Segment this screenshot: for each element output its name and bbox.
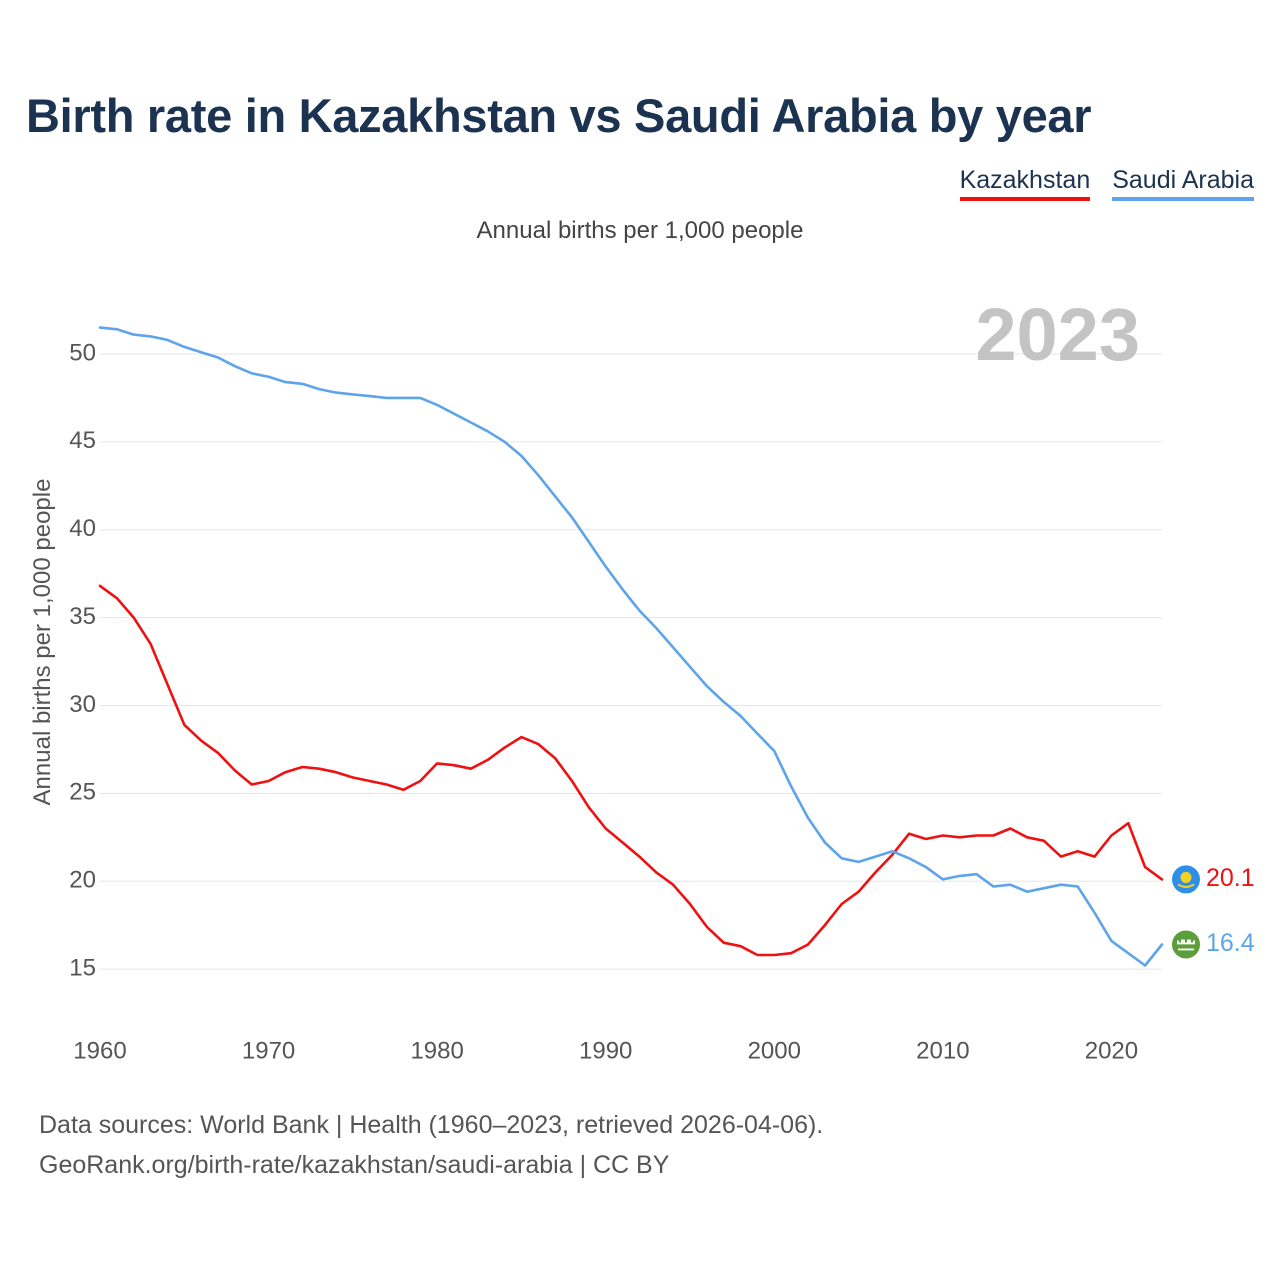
x-tick-label: 1990 [579,1037,632,1064]
y-tick-label: 45 [69,427,96,454]
saudi-arabia-end-value: 16.4 [1206,929,1255,957]
x-tick-label: 2020 [1085,1037,1138,1064]
y-axis-label: Annual births per 1,000 people [29,479,56,806]
y-tick-label: 20 [69,867,96,894]
x-tick-label: 1960 [73,1037,126,1064]
y-tick-label: 30 [69,691,96,718]
kazakhstan-flag-icon [1170,863,1202,896]
series-lines [98,326,1164,967]
y-tick-label: 25 [69,779,96,806]
legend-item-kazakhstan[interactable]: Kazakhstan [959,166,1091,201]
source-line-2[interactable]: GeoRank.org/birth-rate/kazakhstan/saudi-… [39,1151,670,1179]
y-axis-ticks: 15 20 25 30 35 40 45 50 [69,339,96,981]
saudi-arabia-flag-icon [1170,928,1202,961]
legend: Kazakhstan Saudi Arabia [959,166,1254,201]
year-watermark: 2023 [975,293,1140,376]
y-tick-label: 50 [69,339,96,366]
x-tick-label: 2010 [916,1037,969,1064]
end-markers: 20.1 16.4 [1170,863,1255,961]
data-source: Data sources: World Bank | Health (1960–… [39,1105,823,1185]
x-tick-label: 1980 [410,1037,463,1064]
saudi-arabia-line [98,326,1164,967]
y-tick-label: 40 [69,515,96,542]
y-tick-label: 35 [69,603,96,630]
grid-lines [100,353,1162,970]
x-tick-label: 2000 [748,1037,801,1064]
source-line-1: Data sources: World Bank | Health (1960–… [39,1111,824,1139]
x-axis-ticks: 1960 1970 1980 1990 2000 2010 2020 [73,1037,1138,1064]
kazakhstan-line [98,584,1164,957]
chart-subtitle: Annual births per 1,000 people [476,217,804,244]
kazakhstan-end-value: 20.1 [1206,864,1255,892]
x-tick-label: 1970 [242,1037,295,1064]
chart-title: Birth rate in Kazakhstan vs Saudi Arabia… [26,89,1092,142]
line-chart: 2023 15 20 25 30 35 40 45 50 1960 1970 1980 1990 20… [29,293,1255,1064]
y-tick-label: 15 [69,954,96,981]
legend-item-saudi-arabia[interactable]: Saudi Arabia [1112,166,1254,201]
